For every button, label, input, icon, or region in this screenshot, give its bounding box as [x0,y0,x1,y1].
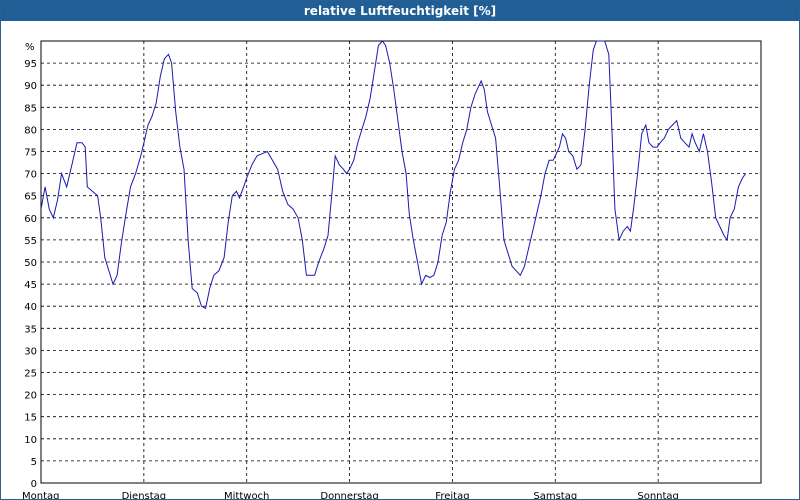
x-tick-day-label: Dienstag [122,491,167,499]
y-tick-label: 35 [24,324,37,335]
y-tick-label: 80 [24,125,37,136]
y-tick-label: 95 [24,59,37,70]
y-tick-label: 85 [24,103,37,114]
y-tick-label: 15 [24,413,37,424]
y-tick-label: 20 [24,391,37,402]
humidity-series-line [40,40,747,310]
y-tick-label: 45 [24,280,37,291]
y-axis-unit-label: % [25,42,35,53]
x-tick-day-label: Montag [22,491,59,499]
y-tick-label: 10 [24,435,37,446]
x-tick-day-label: Mittwoch [224,491,269,499]
x-tick-day-label: Sonntag [637,491,679,499]
y-tick-label: 40 [24,302,37,313]
x-tick-day-label: Samstag [533,491,577,499]
x-tick-day-label: Donnerstag [320,491,378,499]
y-tick-label: 65 [24,192,37,203]
y-axis-tick-labels: 0 5 10 15 20 25 30 35 40 45 50 55 60 65 70 75 80 85 90 95 [24,59,37,490]
y-tick-label: 25 [24,369,37,380]
x-axis-tick-labels: Montag10.04.17Dienstag11.04.17Mittwoch12… [22,491,679,499]
y-tick-label: 70 [24,170,37,181]
y-tick-label: 30 [24,346,37,357]
x-tick-day-label: Freitag [435,491,469,499]
y-tick-label: 90 [24,81,37,92]
y-tick-label: 60 [24,214,37,225]
y-tick-label: 75 [24,148,37,159]
y-tick-label: 5 [31,457,37,468]
y-tick-label: 50 [24,258,37,269]
grid-lines [41,41,761,483]
chart-title: relative Luftfeuchtigkeit [%] [1,1,799,21]
y-tick-label: 0 [31,479,37,490]
humidity-chart: % 0 5 10 15 20 25 30 35 40 45 50 55 60 65 70 75 80 85 90 95… [22,40,762,499]
y-tick-label: 55 [24,236,37,247]
